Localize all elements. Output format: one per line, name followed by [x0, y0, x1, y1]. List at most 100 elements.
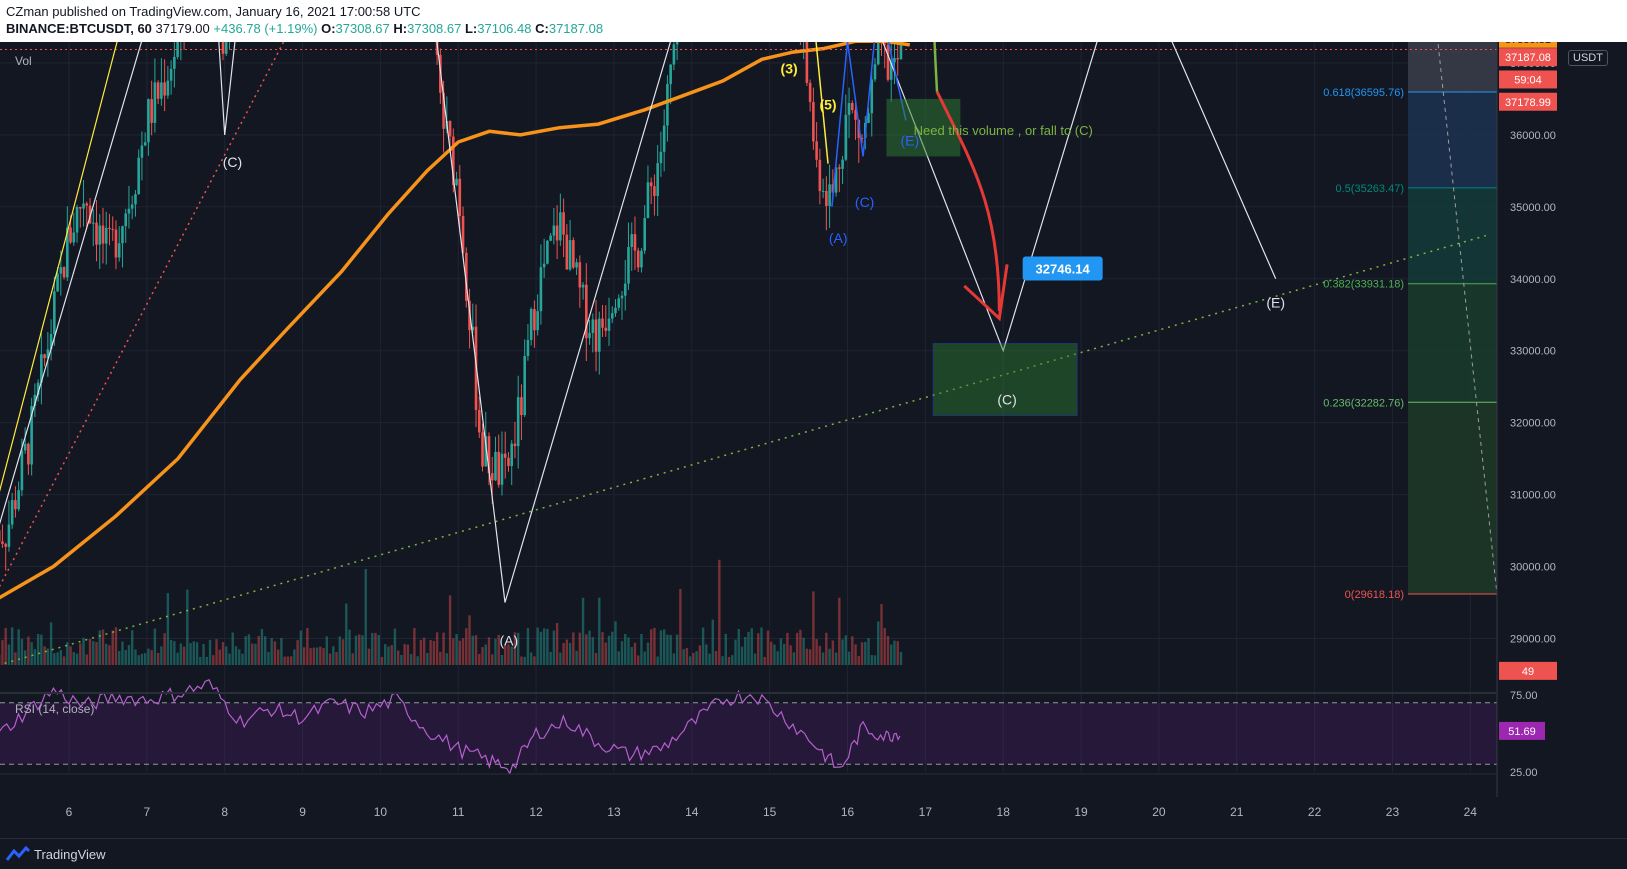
wave-label-yellow: (3) — [781, 61, 798, 77]
volume-bar — [608, 636, 610, 665]
volume-bar — [102, 630, 104, 665]
volume-bar — [845, 635, 847, 665]
candle-body — [669, 65, 672, 85]
candle-body — [569, 240, 572, 269]
volume-bar — [527, 628, 529, 665]
volume-bar — [264, 636, 266, 665]
volume-bar — [627, 638, 629, 665]
candle-body — [896, 58, 899, 59]
candle-body — [851, 103, 854, 110]
volume-bar — [27, 637, 29, 665]
volume-bar — [125, 650, 127, 665]
volume-bar — [877, 621, 879, 665]
volume-bar — [841, 639, 843, 665]
candle-body — [517, 397, 520, 446]
candle-body — [815, 141, 818, 159]
candle-body — [575, 262, 578, 267]
target-price-label: 32746.14 — [1036, 262, 1091, 277]
volume-bar — [900, 652, 902, 665]
volume-bar — [115, 627, 117, 665]
candle-body — [556, 226, 559, 241]
chart-canvas[interactable]: 1(40908.77)0.786(38492.58)0.618(36595.76… — [0, 42, 1627, 838]
ma-line — [0, 42, 910, 603]
volume-bar — [248, 634, 250, 665]
volume-bar — [92, 641, 94, 665]
fib-level-label: 0.236(32282.76) — [1323, 397, 1404, 409]
volume-bar — [452, 638, 454, 665]
price-tick-label: 30000.00 — [1510, 562, 1556, 574]
volume-bar — [478, 654, 480, 665]
volume-bar — [112, 631, 114, 665]
volume-bar — [176, 653, 178, 665]
volume-bar — [157, 653, 159, 665]
candle-body — [604, 328, 607, 331]
volume-bar — [137, 655, 139, 665]
bid-price-tag: 37178.99 — [1505, 97, 1551, 109]
volume-pane-label: Vol — [15, 54, 32, 68]
volume-bar — [154, 629, 156, 665]
volume-bar — [867, 638, 869, 665]
time-tick-label: 19 — [1074, 805, 1088, 819]
volume-bar — [316, 648, 318, 665]
candle-body — [536, 311, 539, 330]
volume-bar — [232, 632, 234, 665]
tradingview-logo-icon[interactable] — [6, 846, 30, 862]
volume-bar — [95, 642, 97, 665]
volume-bar — [588, 631, 590, 665]
volume-bar — [326, 636, 328, 665]
currency-selector[interactable]: USDT — [1568, 50, 1608, 66]
volume-bar — [222, 642, 224, 665]
volume-bar — [491, 654, 493, 665]
fib-zone — [1408, 284, 1497, 403]
volume-bar — [193, 641, 195, 665]
volume-bar — [854, 644, 856, 665]
volume-bar — [575, 651, 577, 665]
candle-body — [27, 444, 30, 465]
candle-body — [647, 182, 650, 218]
volume-bar — [637, 655, 639, 665]
volume-bar — [523, 657, 525, 665]
volume-bar — [183, 647, 185, 665]
volume-bar — [890, 645, 892, 665]
candle-body — [504, 454, 507, 458]
volume-bar — [699, 645, 701, 665]
fib-retracement: 1(40908.77)0.786(38492.58)0.618(36595.76… — [1323, 42, 1497, 601]
wave-label-yellow: (5) — [819, 97, 836, 113]
volume-bar — [786, 633, 788, 665]
volume-bar — [170, 640, 172, 665]
symbol-label[interactable]: BINANCE:BTCUSDT, 60 — [6, 21, 152, 36]
volume-bar — [105, 644, 107, 665]
volume-bar — [536, 628, 538, 665]
candle-body — [17, 490, 20, 509]
volume-bar — [825, 633, 827, 665]
candle-body — [92, 223, 95, 224]
volume-bar — [73, 652, 75, 665]
volume-bar — [647, 643, 649, 665]
volume-bar — [225, 646, 227, 665]
volume-bar — [390, 645, 392, 665]
volume-bar — [47, 649, 49, 665]
volume-bar — [277, 650, 279, 665]
volume-bar — [241, 654, 243, 665]
candle-body — [108, 228, 111, 229]
candle-body — [819, 160, 822, 191]
volume-bar — [585, 634, 587, 665]
volume-bar — [374, 633, 376, 665]
volume-bar — [572, 632, 574, 665]
wave-label-white: (A) — [500, 633, 519, 649]
volume-bar — [666, 635, 668, 665]
fib-level-label: 0(29618.18) — [1345, 589, 1404, 601]
open-label: O: — [321, 21, 335, 36]
time-tick-label: 12 — [529, 805, 543, 819]
volume-bar — [624, 634, 626, 665]
volume-bar — [352, 653, 354, 665]
volume-bar — [235, 646, 237, 665]
candle-body — [134, 194, 137, 204]
volume-bar — [199, 657, 201, 665]
candle-body — [150, 99, 153, 123]
candle-body — [579, 262, 582, 287]
volume-bar — [679, 589, 681, 665]
volume-bar — [673, 653, 675, 665]
volume-bar — [812, 591, 814, 665]
open-value: 37308.67 — [336, 21, 390, 36]
